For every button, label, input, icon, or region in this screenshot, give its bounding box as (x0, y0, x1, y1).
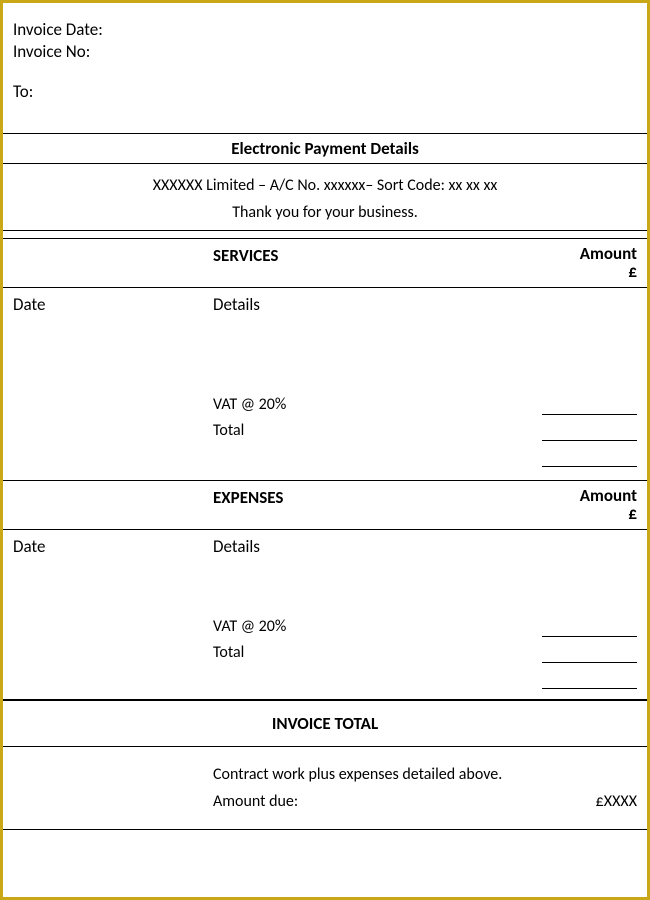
invoice-total-description: Contract work plus expenses detailed abo… (213, 765, 637, 784)
invoice-total-title: INVOICE TOTAL (3, 699, 647, 747)
services-details-label: Details (213, 294, 542, 315)
header-block: Invoice Date: Invoice No: To: (3, 19, 647, 133)
invoice-total-block: Contract work plus expenses detailed abo… (3, 747, 647, 829)
payment-account-line: XXXXXX Limited – A/C No. xxxxxx– Sort Co… (3, 172, 647, 199)
services-title: SERVICES (213, 245, 542, 281)
payment-details-title: Electronic Payment Details (3, 133, 647, 164)
services-calc-block: VAT @ 20% Total (3, 391, 647, 469)
amount-due-value: £XXXX (557, 792, 637, 811)
invoice-no-label: Invoice No: (13, 41, 637, 63)
invoice-date-label: Invoice Date: (13, 19, 637, 41)
services-header-row: SERVICES Amount£ (3, 239, 647, 288)
expenses-subheader: Date Details (3, 530, 647, 563)
services-subheader: Date Details (3, 288, 647, 321)
services-vat-label: VAT @ 20% (213, 395, 542, 414)
services-final-line (542, 466, 637, 467)
services-total-line (542, 440, 637, 441)
services-body (3, 321, 647, 391)
expenses-total-line (542, 662, 637, 663)
services-total-label: Total (213, 421, 542, 440)
services-date-label: Date (13, 294, 213, 315)
expenses-amount-header: Amount£ (542, 487, 637, 523)
bottom-divider (3, 829, 647, 830)
payment-thankyou-line: Thank you for your business. (3, 199, 647, 226)
expenses-vat-line (542, 636, 637, 637)
divider (3, 473, 647, 481)
expenses-vat-label: VAT @ 20% (213, 617, 542, 636)
services-vat-line (542, 414, 637, 415)
payment-details-block: XXXXXX Limited – A/C No. xxxxxx– Sort Co… (3, 164, 647, 231)
expenses-body (3, 563, 647, 613)
expenses-details-label: Details (213, 536, 542, 557)
expenses-date-label: Date (13, 536, 213, 557)
to-label: To: (13, 81, 637, 103)
expenses-calc-block: VAT @ 20% Total (3, 613, 647, 691)
expenses-final-line (542, 688, 637, 689)
amount-due-label: Amount due: (213, 792, 557, 811)
divider (3, 231, 647, 239)
expenses-title: EXPENSES (213, 487, 542, 523)
expenses-total-label: Total (213, 643, 542, 662)
expenses-header-row: EXPENSES Amount£ (3, 481, 647, 530)
invoice-page: Invoice Date: Invoice No: To: Electronic… (0, 0, 650, 900)
services-amount-header: Amount£ (542, 245, 637, 281)
